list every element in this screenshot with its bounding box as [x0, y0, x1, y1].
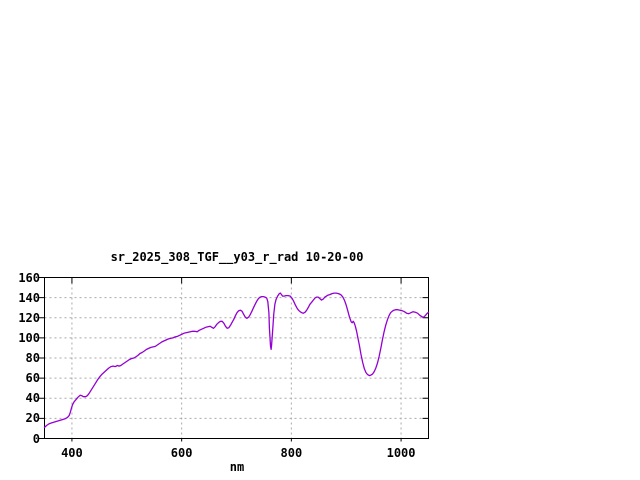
y-tick-label: 160	[18, 270, 40, 285]
y-tick-label: 0	[32, 431, 40, 446]
y-tick-label: 120	[18, 310, 40, 325]
y-tick-label: 20	[25, 411, 40, 426]
x-tick-label: 400	[61, 446, 83, 460]
x-tick-label: 1000	[386, 446, 416, 460]
y-tick-label: 100	[18, 330, 40, 345]
x-tick-label: 600	[170, 446, 193, 460]
y-tick-label: 140	[18, 290, 40, 305]
y-tick-label: 40	[25, 391, 40, 406]
x-tick-label: 800	[280, 446, 303, 460]
chart-title: sr_2025_308_TGF__y03_r_rad 10-20-00	[110, 250, 364, 264]
y-tick-label: 60	[25, 371, 40, 386]
x-axis-label: nm	[229, 460, 245, 474]
y-tick-label: 80	[25, 351, 40, 365]
spectrum-line	[43, 292, 430, 429]
